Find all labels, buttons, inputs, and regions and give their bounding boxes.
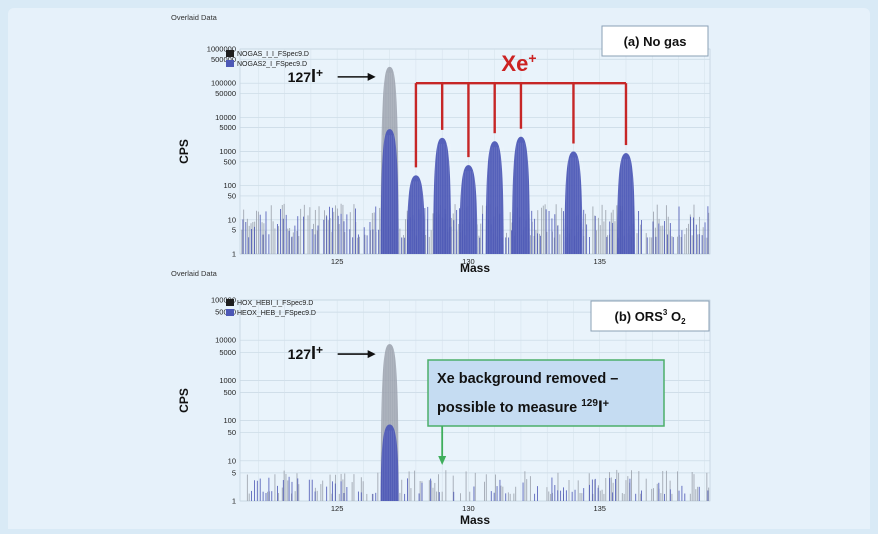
panel-label-box [601, 25, 709, 57]
y-tick-label: 1 [232, 250, 236, 259]
legend-label: NOGAS2_I_FSpec9.D [237, 61, 307, 68]
y-tick-label: 100000 [211, 296, 236, 305]
peak-mark [511, 136, 530, 254]
y-tick-label: 5 [232, 468, 236, 477]
y-tick-label: 100 [223, 181, 236, 190]
y-tick-label: 100 [223, 416, 236, 425]
chart-svg: Overlaid Data100000050000010000050000100… [171, 13, 711, 527]
callout-arrow-head [438, 456, 447, 465]
legend-swatch [226, 50, 234, 57]
legend-swatch [226, 309, 234, 316]
peak-mark [380, 129, 399, 254]
overlaid-data-label: Overlaid Data [171, 13, 218, 22]
y-tick-label: 50 [228, 428, 236, 437]
y-tick-label: 10000 [215, 113, 236, 122]
y-tick-label: 5 [232, 226, 236, 235]
panel-label: (b) ORS3 O2 [614, 308, 686, 326]
overlaid-data-label: Overlaid Data [171, 269, 218, 278]
peak-mark [380, 424, 399, 501]
x-tick-label: 135 [593, 257, 606, 266]
x-tick-label: 125 [331, 504, 344, 513]
y-tick-label: 500 [223, 388, 236, 397]
ion-label: 127I+ [288, 66, 323, 86]
peak-mark [616, 153, 635, 254]
peak-mark [459, 165, 478, 254]
y-tick-label: 50000 [215, 89, 236, 98]
y-tick-label: 500 [223, 157, 236, 166]
peak-mark [433, 137, 452, 254]
legend-label: HEOX_HEB_I_FSpec9.D [237, 310, 316, 317]
peak-mark [485, 141, 504, 254]
legend-label: HOX_HEBI_I_FSpec9.D [237, 300, 313, 307]
legend-swatch [226, 299, 234, 306]
y-tick-label: 5000 [219, 123, 236, 132]
x-axis-label: Mass [460, 513, 490, 527]
y-tick-label: 50 [228, 191, 236, 200]
figure-panel: Overlaid Data 1000000 500000 100000 50000 100… [8, 8, 870, 529]
peak-mark [564, 151, 583, 254]
y-tick-label: 500000 [211, 55, 236, 64]
x-tick-label: 130 [462, 504, 475, 513]
callout-line-1: Xe background removed – [437, 371, 618, 387]
y-tick-label: 100000 [211, 79, 236, 88]
y-tick-label: 5000 [219, 348, 236, 357]
y-tick-label: 1 [232, 497, 236, 506]
x-axis-label: Mass [460, 261, 490, 275]
y-tick-label: 10 [228, 215, 236, 224]
ion-label: 127I+ [288, 343, 323, 363]
x-tick-label: 135 [593, 504, 606, 513]
y-tick-label: 10 [228, 456, 236, 465]
callout-box [427, 359, 665, 427]
arrow-head [367, 72, 376, 81]
x-tick-label: 130 [462, 257, 475, 266]
y-tick-label: 1000 [219, 147, 236, 156]
y-axis-label: CPS [177, 139, 191, 164]
peak-mark [406, 175, 425, 254]
y-tick-label: 1000 [219, 376, 236, 385]
legend-swatch [226, 60, 234, 67]
y-tick-label: 10000 [215, 336, 236, 345]
arrow-head [367, 350, 376, 359]
chart-panel-2: Overlaid Data 100000 50000 10000 5000 1000 500… [171, 269, 711, 527]
x-tick-label: 125 [331, 257, 344, 266]
callout-line-2: possible to measure 129I+ [437, 397, 609, 416]
y-tick-label: 1000000 [207, 45, 236, 54]
y-tick-label: 50000 [215, 308, 236, 317]
panel-label-box [590, 300, 710, 332]
panel-label: (a) No gas [624, 34, 687, 49]
y-axis-label: CPS [177, 388, 191, 413]
legend-label: NOGAS_I_I_FSpec9.D [237, 51, 309, 58]
